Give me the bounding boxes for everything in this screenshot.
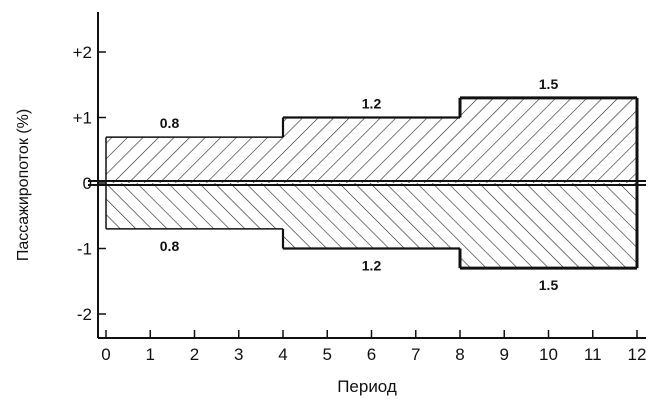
x-tick-label-3: 3 — [234, 345, 243, 364]
area-series-group — [105, 96, 639, 270]
y-tick-label-2: 0 — [83, 174, 92, 193]
data-label-lower-0: 0.8 — [160, 238, 180, 254]
axes-group: +2+10-1-20 1 2 3 4 5 6 7 8 9 10 11 12 — [73, 12, 647, 364]
x-tick-label-12: 12 — [628, 345, 647, 364]
data-label-upper-0: 0.8 — [160, 115, 180, 131]
x-tick-label-6: 6 — [367, 345, 376, 364]
x-axis-label: Период — [337, 377, 397, 396]
y-tick-label-1: +1 — [73, 109, 92, 128]
x-tick-label-8: 8 — [455, 345, 464, 364]
data-label-lower-2: 1.5 — [539, 277, 559, 293]
data-label-upper-2: 1.5 — [539, 76, 559, 92]
y-axis-label: Пассажиропоток (%) — [15, 109, 32, 261]
x-tick-label-4: 4 — [278, 345, 287, 364]
data-label-lower-1: 1.2 — [362, 258, 382, 274]
x-tick-label-1: 1 — [146, 345, 155, 364]
x-tick-label-0: 0 — [101, 345, 110, 364]
data-label-upper-1: 1.2 — [362, 96, 382, 112]
area-lower — [106, 183, 637, 269]
y-tick-label-3: -1 — [77, 240, 92, 259]
x-tick-label-2: 2 — [190, 345, 199, 364]
y-tick-label-0: +2 — [73, 43, 92, 62]
data-labels-group: 0.8 1.2 1.5 0.8 1.2 1.5 — [160, 76, 559, 293]
x-tick-label-10: 10 — [539, 345, 558, 364]
x-tick-label-7: 7 — [411, 345, 420, 364]
y-tick-label-4: -2 — [77, 305, 92, 324]
x-tick-label-9: 9 — [500, 345, 509, 364]
x-tick-label-5: 5 — [323, 345, 332, 364]
x-tick-label-11: 11 — [584, 345, 602, 364]
area-upper — [106, 97, 637, 183]
